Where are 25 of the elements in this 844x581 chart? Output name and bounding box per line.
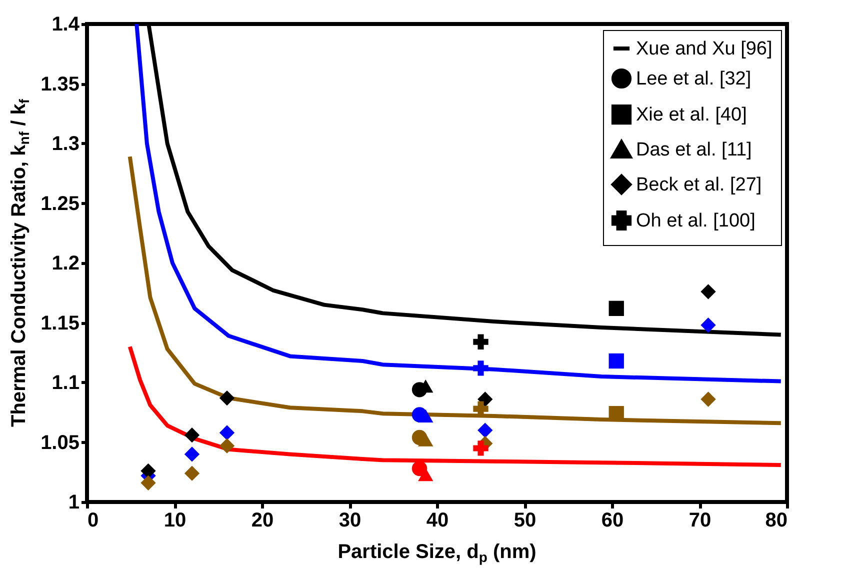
x-tick-label: 30 (338, 510, 362, 532)
x-tick-label: 0 (88, 510, 99, 532)
y-tick-label: 1.15 (40, 312, 80, 334)
legend-label: Xue and Xu [96] (636, 38, 772, 60)
y-tick-label: 1.25 (40, 192, 80, 215)
legend-label: Xie et al. [40] (636, 104, 747, 126)
x-tick-label: 10 (164, 510, 186, 532)
y-tick-label: 1.35 (40, 73, 80, 96)
x-tick-label: 80 (765, 510, 788, 532)
y-tick-label: 1.2 (52, 252, 80, 274)
x-tick-label: 70 (688, 510, 712, 532)
y-tick-label: 1.3 (52, 133, 80, 155)
legend-label: Oh et al. [100] (636, 210, 756, 232)
legend-label: Lee et al. [32] (636, 68, 752, 90)
x-tick-label: 40 (426, 510, 449, 532)
legend-label: Das et al. [11] (636, 140, 752, 160)
x-tick-label: 20 (251, 510, 274, 532)
y-tick-label: 1.1 (52, 372, 80, 394)
x-tick-label: 50 (514, 510, 536, 532)
y-tick-label: 1.05 (40, 432, 80, 454)
y-tick-label: 1.4 (52, 14, 80, 36)
y-axis-title: Thermal Conductivity Ratio, knf / kf (8, 98, 32, 427)
x-tick-label: 60 (601, 510, 624, 532)
y-tick-label: 1 (68, 492, 80, 514)
legend-label: Beck et al. [27] (636, 174, 762, 196)
